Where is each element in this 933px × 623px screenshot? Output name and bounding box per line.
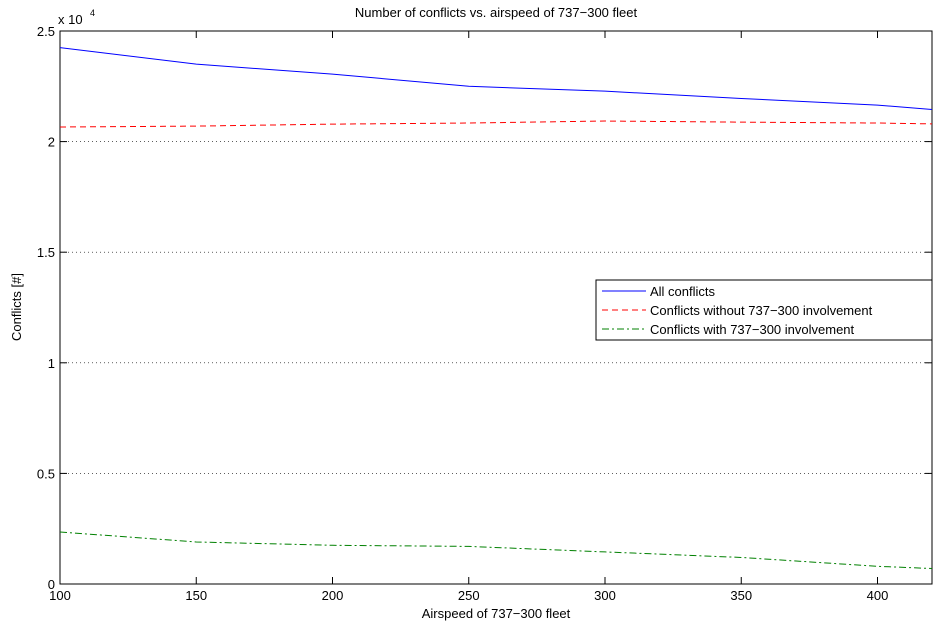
y-multiplier-exponent: 4 (90, 8, 95, 18)
y-tick-label: 1.5 (37, 245, 55, 260)
x-tick-label: 400 (867, 588, 889, 603)
y-tick-label: 2 (48, 135, 55, 150)
x-tick-label: 200 (322, 588, 344, 603)
x-tick-label: 100 (49, 588, 71, 603)
series-line (59, 47, 933, 111)
y-tick-label: 2.5 (37, 24, 55, 39)
y-tick-label: 0 (48, 577, 55, 592)
x-tick-label: 150 (185, 588, 207, 603)
legend-label: All conflicts (650, 284, 716, 299)
legend-box (595, 279, 933, 341)
y-axis-label: Conflicts [#] (9, 273, 24, 341)
x-tick-label: 250 (458, 588, 480, 603)
legend: All conflicts Conflicts without 737−300 i… (595, 279, 933, 341)
x-axis-label: Airspeed of 737−300 fleet (422, 606, 571, 621)
x-tick-label: 350 (730, 588, 752, 603)
series-line (59, 531, 933, 570)
chart-title: Number of conflicts vs. airspeed of 737−… (355, 5, 638, 20)
y-tick-label: 0.5 (37, 466, 55, 481)
legend-label: Conflicts with 737−300 involvement (650, 322, 855, 337)
x-tick-label: 300 (594, 588, 616, 603)
legend-label: Conflicts without 737−300 involvement (650, 303, 873, 318)
y-tick-label: 1 (48, 356, 55, 371)
series-line (59, 120, 933, 128)
y-multiplier: x 10 (58, 12, 83, 27)
